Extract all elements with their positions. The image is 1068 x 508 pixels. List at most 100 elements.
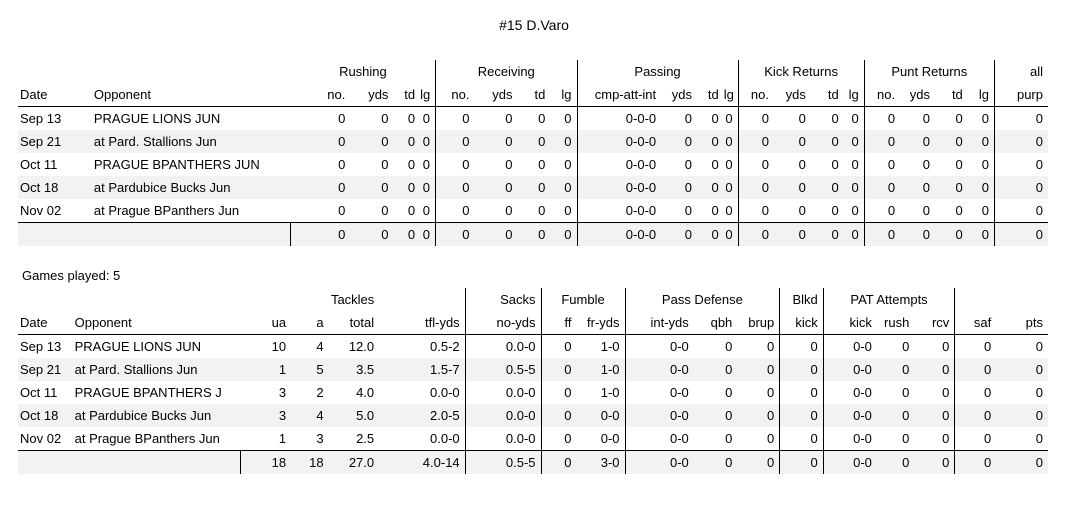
game-date: Sep 21 xyxy=(18,130,92,153)
game-date: Oct 11 xyxy=(20,157,58,172)
column-header: ff xyxy=(541,311,577,335)
group-pat-attempts: PAT Attempts xyxy=(823,288,956,311)
total-cell: 27.0 xyxy=(328,450,380,474)
total-cell xyxy=(18,450,73,474)
stat-cell: 0 xyxy=(505,111,513,126)
opponent-name: PRAGUE BPANTHERS J xyxy=(74,385,222,400)
stat-cell: 1.5-7 xyxy=(379,358,466,381)
stat-cell: 0 xyxy=(864,176,901,199)
offense-column-header-row: Date Opponent no. yds td lg no. yds td lg cmp-att-… xyxy=(18,83,1048,107)
stat-cell: 0 xyxy=(684,203,693,218)
stat-cell: 3 xyxy=(240,404,292,427)
stat-cell: 0 xyxy=(738,130,774,153)
column-header: saf xyxy=(954,311,997,335)
game-date: Sep 21 xyxy=(18,358,73,381)
group-all: all xyxy=(1029,64,1043,79)
stat-cell: 0 xyxy=(697,176,724,199)
stat-cell: 0 xyxy=(887,157,896,172)
table-row: Oct 18 at Pardubice Bucks Jun 0 0 0 0 0 0 0 0 0-0-… xyxy=(18,176,1048,199)
table-row: Sep 13 PRAGUE LIONS JUN 10 4 12.0 0.5-2 0.0-0 0… xyxy=(18,334,1048,358)
column-header: no-yds xyxy=(465,311,542,335)
stat-cell: 0 xyxy=(967,176,995,199)
column-header: no. xyxy=(738,83,774,107)
total-cell: 0.5-5 xyxy=(465,450,542,474)
stat-cell: 0 xyxy=(922,111,930,126)
column-header: fr-yds xyxy=(576,311,626,335)
stat-cell: 0 xyxy=(474,130,518,153)
stat-cell: 0 xyxy=(843,176,865,199)
stat-cell: 0-0 xyxy=(670,385,689,400)
table-row: Oct 18 at Pardubice Bucks Jun 3 4 5.0 2.0-5 0.… xyxy=(18,404,1048,427)
stat-cell: 0 xyxy=(779,334,824,358)
total-cell: 0 xyxy=(474,222,518,246)
column-header: brup xyxy=(737,311,781,335)
opponent-name: at Prague BPanthers Jun xyxy=(93,203,240,218)
stat-cell: 3.5 xyxy=(328,358,380,381)
stat-cell: 0-0 xyxy=(576,427,626,451)
stat-cell: 0 xyxy=(407,157,416,172)
opponent-name: at Pard. Stallions Jun xyxy=(72,358,241,381)
total-cell: 0 xyxy=(517,222,551,246)
stat-cell: 0 xyxy=(902,385,910,400)
total-cell: 0 xyxy=(934,222,968,246)
column-header: tfl-yds xyxy=(379,311,466,335)
column-header: td xyxy=(393,83,421,107)
stat-cell: 0.0-0 xyxy=(379,381,466,404)
stat-cell: 0 xyxy=(887,203,896,218)
column-header: lg xyxy=(420,83,436,107)
stat-cell: 0 xyxy=(773,130,811,153)
stat-cell: 0 xyxy=(737,404,781,427)
stat-cell: 0-0 xyxy=(853,339,872,354)
stat-cell: 2.0-5 xyxy=(379,404,466,427)
total-cell: 0 xyxy=(914,450,956,474)
stat-cell: 0 xyxy=(725,385,733,400)
stat-cell: 4.0 xyxy=(356,385,375,400)
stat-cell: 0 xyxy=(843,153,865,176)
stat-cell: 0 xyxy=(954,404,997,427)
stat-cell: 0 xyxy=(420,130,436,153)
stat-cell: 0 xyxy=(538,203,546,218)
stat-cell: 0 xyxy=(693,358,738,381)
total-cell: 0 xyxy=(350,222,394,246)
column-header: a xyxy=(291,311,329,335)
stat-cell: 0 xyxy=(954,358,997,381)
stat-cell: 3 xyxy=(316,431,324,446)
group-blkd: Blkd xyxy=(779,288,824,311)
stat-cell: 0 xyxy=(737,358,781,381)
total-cell: 0 xyxy=(290,222,351,246)
stat-cell: 1-0 xyxy=(576,381,626,404)
stat-cell: 0 xyxy=(393,176,421,199)
stat-cell: 0 xyxy=(1035,157,1043,172)
column-header: no. xyxy=(435,83,475,107)
stat-cell: 0 xyxy=(876,358,915,381)
stat-cell: 0 xyxy=(779,381,824,404)
offense-stats-table: Rushing Receiving Passing Kick Returns P… xyxy=(18,60,1048,246)
stat-cell: 0 xyxy=(564,385,572,400)
stat-cell: 0 xyxy=(914,404,956,427)
stat-cell: 0 xyxy=(517,176,551,199)
stat-cell: 0 xyxy=(381,111,389,126)
column-header: td xyxy=(697,83,724,107)
stat-cell: 0 xyxy=(955,157,963,172)
stat-cell: 4 xyxy=(316,339,324,354)
column-header: int-yds xyxy=(625,311,694,335)
column-header: yds xyxy=(474,83,518,107)
stat-cell: 0 xyxy=(887,111,896,126)
stat-cell: 0 xyxy=(462,157,470,172)
stat-cell: 0.5-2 xyxy=(379,334,466,358)
stat-cell: 0 xyxy=(761,157,769,172)
total-cell: 0 xyxy=(779,450,824,474)
stat-cell: 0 xyxy=(420,153,436,176)
stat-cell: 0-0-0 xyxy=(625,203,657,218)
stat-cell: 0 xyxy=(725,339,733,354)
stat-cell: 0 xyxy=(711,157,719,172)
total-cell: 0 xyxy=(876,450,915,474)
stat-cell: 0.0-0 xyxy=(465,334,542,358)
stat-cell: 0 xyxy=(350,176,394,199)
column-header: kick xyxy=(823,311,877,335)
total-cell: 0 xyxy=(843,222,865,246)
stat-cell: 0 xyxy=(407,111,416,126)
total-cell xyxy=(91,222,292,246)
stat-cell: 0 xyxy=(779,404,824,427)
stat-cell: 0 xyxy=(290,130,351,153)
